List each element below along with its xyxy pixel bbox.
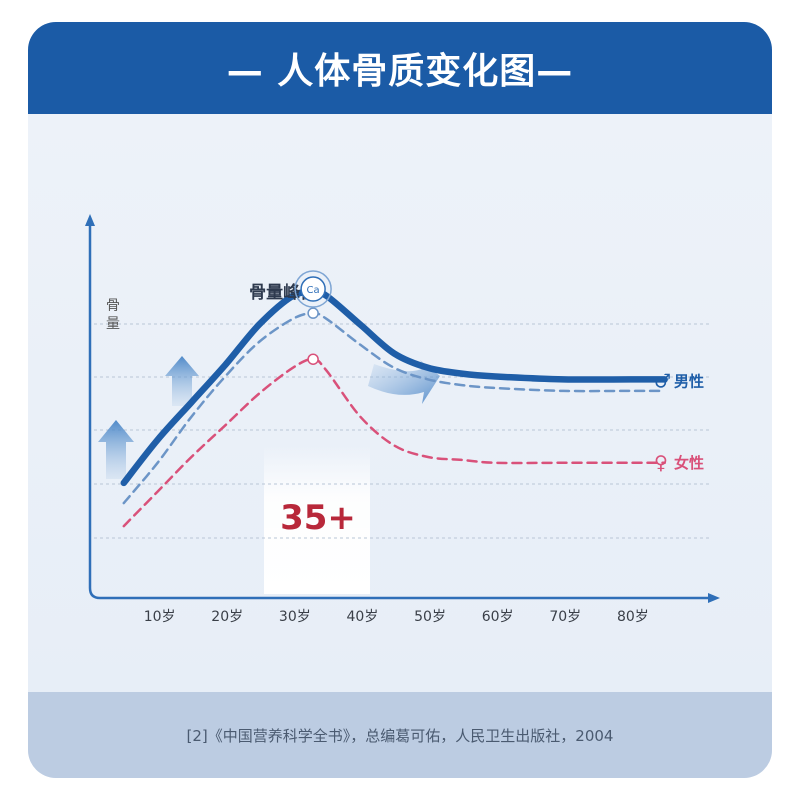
legend-label: 男性: [674, 372, 704, 390]
x-axis-arrow-icon: [708, 593, 720, 603]
series-line-3: [122, 357, 666, 528]
axis-lines: [88, 222, 712, 600]
peak-point-2: [307, 307, 319, 319]
age-highlight-label: 35+: [280, 498, 356, 538]
x-tick-label: 70岁: [549, 609, 581, 625]
up-arrow-icon: [165, 356, 199, 406]
y-axis-arrow-icon: [85, 214, 95, 226]
series-lines: [120, 289, 668, 528]
source-citation: [2]《中国营养科学全书》，总编葛可佑，人民卫生出版社，2004: [186, 726, 614, 745]
x-tick-label: 80岁: [617, 609, 649, 625]
x-tick-label: 20岁: [211, 609, 243, 625]
x-tick-label: 50岁: [414, 609, 446, 625]
down-arrow-icon: [368, 360, 440, 404]
x-tick-labels: 10岁 20岁 30岁 40岁 50岁 60岁 70岁 80岁: [144, 609, 649, 625]
bone-mass-chart: 骨 量 10岁 20岁 30岁 40岁 50岁 60岁 70岁 80岁 骨量峰值 Ca 35+…: [85, 214, 720, 625]
y-axis-label: 骨 量: [106, 298, 124, 332]
peak-point-3: [307, 353, 319, 365]
x-tick-label: 60岁: [482, 609, 514, 625]
legend-label: 女性: [674, 454, 704, 472]
series-line-1: [120, 289, 668, 487]
footer: [2]《中国营养科学全书》，总编葛可佑，人民卫生出版社，2004: [28, 692, 772, 778]
x-tick-label: 30岁: [279, 609, 311, 625]
female-icon: ♀: [654, 452, 668, 474]
series-line-2: [122, 311, 666, 505]
calcium-icon: [300, 276, 326, 302]
calcium-label: Ca: [307, 285, 320, 296]
infographic-card: — 人体骨质变化图—: [28, 22, 772, 778]
header-banner: — 人体骨质变化图—: [28, 22, 772, 114]
x-tick-label: 10岁: [144, 609, 176, 625]
peak-ring-outer: [294, 270, 332, 308]
male-icon: ♂: [654, 370, 671, 392]
axes: [85, 214, 720, 603]
legend: ♂ 男性 ♀ 女性: [654, 370, 704, 473]
page-title: — 人体骨质变化图—: [226, 51, 574, 92]
peak-label: 骨量峰值: [249, 282, 317, 303]
rising-arrows: [98, 356, 440, 479]
up-arrow-icon: [98, 420, 134, 479]
chart-area: 骨 量 10岁 20岁 30岁 40岁 50岁 60岁 70岁 80岁 骨量峰值 Ca 35+…: [28, 114, 772, 692]
age-highlight-band: [264, 444, 370, 594]
peak-annotation: 骨量峰值 Ca: [249, 270, 332, 308]
x-tick-label: 40岁: [347, 609, 379, 625]
